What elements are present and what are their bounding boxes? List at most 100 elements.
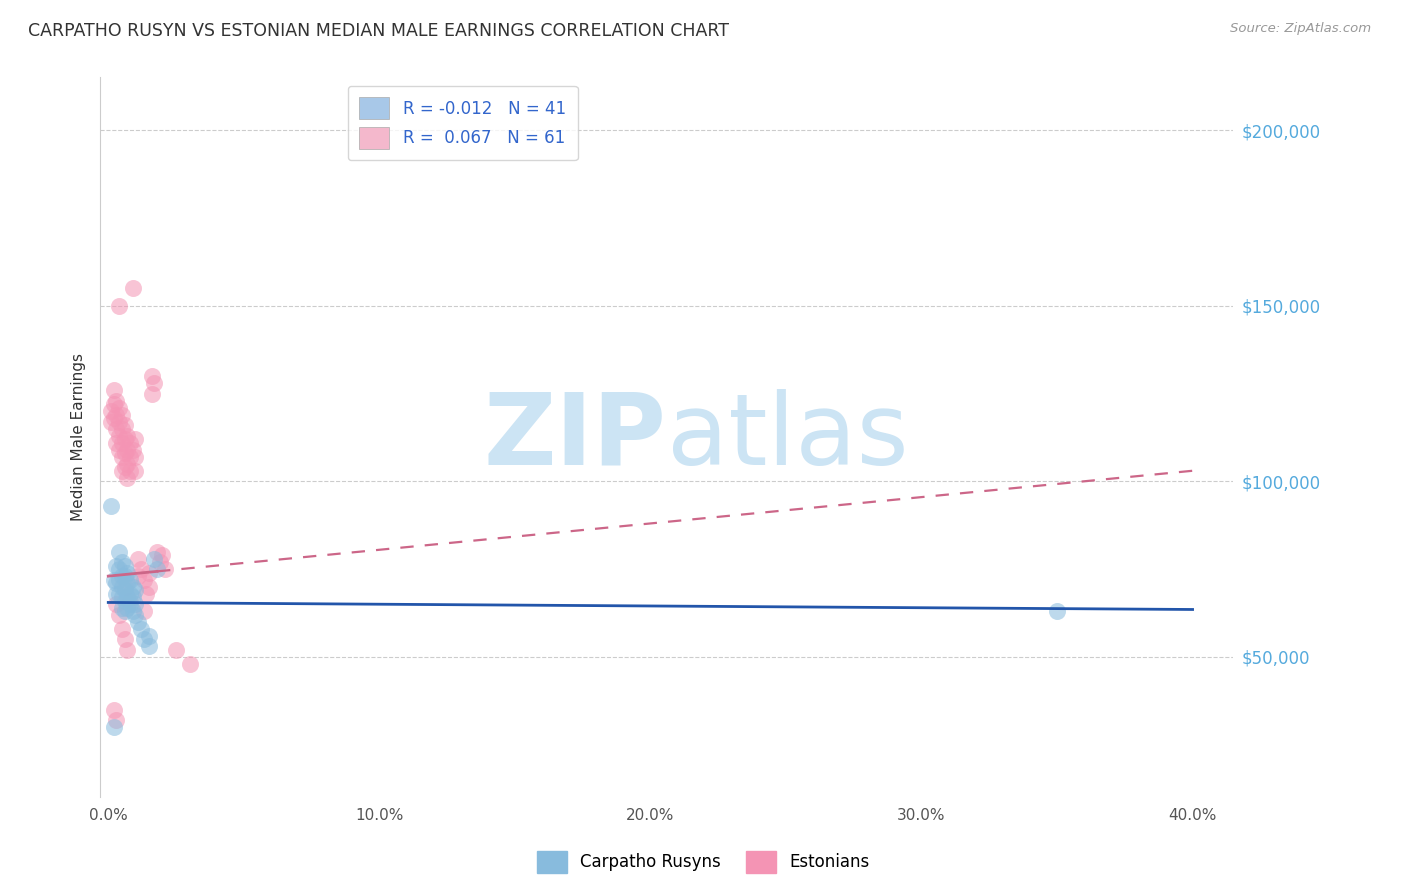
Point bbox=[103, 397, 125, 411]
Point bbox=[121, 442, 143, 457]
Point bbox=[138, 640, 160, 654]
Point bbox=[129, 622, 152, 636]
Point bbox=[105, 713, 128, 727]
Point bbox=[103, 702, 125, 716]
Point bbox=[105, 393, 128, 408]
Point bbox=[108, 299, 131, 313]
Point bbox=[100, 499, 122, 513]
Point bbox=[111, 600, 134, 615]
Point bbox=[105, 587, 128, 601]
Legend: Carpatho Rusyns, Estonians: Carpatho Rusyns, Estonians bbox=[530, 845, 876, 880]
Point bbox=[111, 450, 134, 464]
Point bbox=[114, 446, 136, 460]
Point bbox=[118, 593, 141, 607]
Point bbox=[108, 573, 131, 587]
Point bbox=[115, 590, 138, 604]
Point bbox=[108, 415, 131, 429]
Point bbox=[138, 566, 160, 580]
Text: ZIP: ZIP bbox=[484, 389, 666, 486]
Point bbox=[132, 604, 155, 618]
Point bbox=[121, 604, 143, 618]
Point bbox=[114, 569, 136, 583]
Point bbox=[115, 471, 138, 485]
Point bbox=[100, 404, 122, 418]
Point bbox=[108, 562, 131, 576]
Point bbox=[118, 450, 141, 464]
Point bbox=[124, 607, 146, 622]
Point bbox=[115, 576, 138, 591]
Text: CARPATHO RUSYN VS ESTONIAN MEDIAN MALE EARNINGS CORRELATION CHART: CARPATHO RUSYN VS ESTONIAN MEDIAN MALE E… bbox=[28, 22, 730, 40]
Point bbox=[124, 583, 146, 598]
Point bbox=[115, 428, 138, 442]
Point bbox=[105, 558, 128, 573]
Point bbox=[111, 422, 134, 436]
Point bbox=[121, 590, 143, 604]
Point bbox=[103, 720, 125, 734]
Point bbox=[129, 562, 152, 576]
Point bbox=[108, 544, 131, 558]
Point bbox=[118, 573, 141, 587]
Point bbox=[111, 580, 134, 594]
Point bbox=[100, 415, 122, 429]
Point bbox=[114, 558, 136, 573]
Point bbox=[108, 401, 131, 415]
Point bbox=[152, 548, 174, 562]
Point bbox=[124, 450, 146, 464]
Point bbox=[115, 457, 138, 471]
Point bbox=[143, 376, 166, 390]
Point bbox=[149, 555, 172, 569]
Point bbox=[118, 435, 141, 450]
Point bbox=[124, 464, 146, 478]
Point bbox=[114, 460, 136, 475]
Point bbox=[153, 562, 176, 576]
Point bbox=[143, 551, 166, 566]
Text: Source: ZipAtlas.com: Source: ZipAtlas.com bbox=[1230, 22, 1371, 36]
Point bbox=[105, 408, 128, 422]
Point bbox=[138, 629, 160, 643]
Point bbox=[135, 587, 157, 601]
Point bbox=[124, 432, 146, 446]
Point bbox=[1046, 604, 1069, 618]
Point bbox=[115, 600, 138, 615]
Point bbox=[165, 643, 187, 657]
Point bbox=[114, 604, 136, 618]
Point bbox=[132, 632, 155, 647]
Point bbox=[111, 435, 134, 450]
Point bbox=[114, 583, 136, 598]
Point bbox=[111, 569, 134, 583]
Point bbox=[108, 587, 131, 601]
Point bbox=[114, 580, 136, 594]
Point bbox=[115, 442, 138, 457]
Point bbox=[127, 551, 149, 566]
Point bbox=[105, 576, 128, 591]
Point bbox=[108, 442, 131, 457]
Point bbox=[103, 411, 125, 425]
Point bbox=[179, 657, 201, 671]
Point bbox=[111, 464, 134, 478]
Point bbox=[105, 435, 128, 450]
Point bbox=[138, 580, 160, 594]
Point bbox=[105, 597, 128, 611]
Point bbox=[111, 590, 134, 604]
Point bbox=[118, 587, 141, 601]
Point bbox=[111, 408, 134, 422]
Point bbox=[118, 597, 141, 611]
Point bbox=[108, 428, 131, 442]
Point bbox=[132, 573, 155, 587]
Point bbox=[141, 368, 163, 383]
Point bbox=[121, 281, 143, 295]
Point bbox=[114, 632, 136, 647]
Y-axis label: Median Male Earnings: Median Male Earnings bbox=[72, 353, 86, 522]
Point bbox=[105, 422, 128, 436]
Point bbox=[121, 580, 143, 594]
Point bbox=[141, 386, 163, 401]
Point bbox=[114, 418, 136, 433]
Point bbox=[111, 555, 134, 569]
Point bbox=[124, 597, 146, 611]
Point bbox=[103, 573, 125, 587]
Point bbox=[114, 593, 136, 607]
Point bbox=[118, 464, 141, 478]
Text: atlas: atlas bbox=[666, 389, 908, 486]
Point bbox=[146, 544, 169, 558]
Point bbox=[127, 615, 149, 629]
